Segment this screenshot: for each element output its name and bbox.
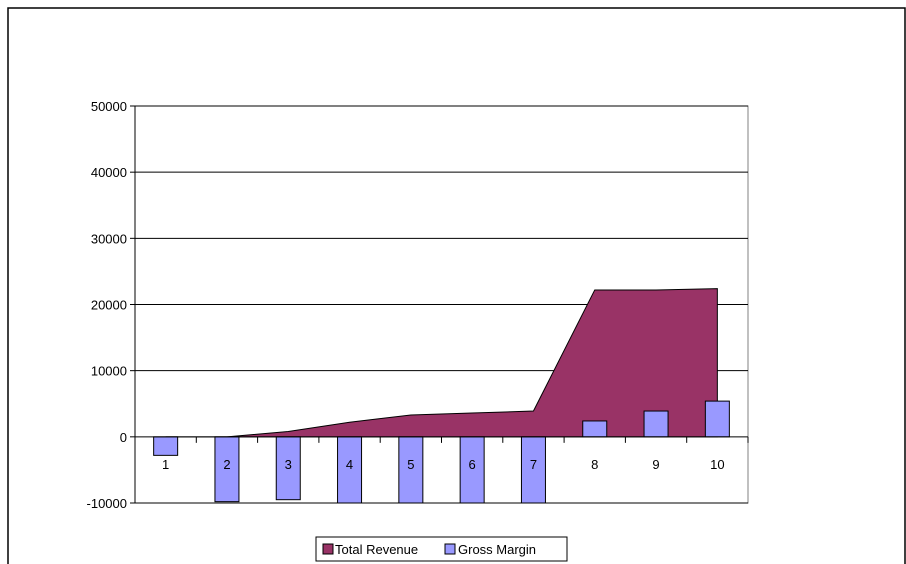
area-total-revenue [165,288,718,438]
bar-gross-margin [275,436,301,501]
legend-box [315,536,568,562]
axes [130,105,749,504]
bar-gross-margin [153,436,179,456]
x-tick-label: 5 [407,457,414,472]
legend: Total Revenue Gross Margin [315,536,568,562]
x-tick-label: 8 [591,457,598,472]
x-tick-label: 3 [285,457,292,472]
legend-label-total-revenue: Total Revenue [335,542,418,557]
x-tick-label: 1 [162,457,169,472]
x-tick-label: 10 [710,457,724,472]
y-tick-labels: 50000 40000 30000 20000 10000 0 -10000 [87,99,127,511]
legend-swatch-total-revenue [322,543,334,555]
y-tick-label: 0 [120,430,127,445]
bar-gross-margin [643,410,669,438]
legend-label-gross-margin: Gross Margin [458,542,536,557]
bar-gross-margin [704,400,730,438]
bar-gross-margin [582,420,608,438]
y-tick-label: 10000 [91,364,127,379]
x-tick-label: 7 [530,457,537,472]
bar-gross-margin [459,436,485,504]
x-tick-label: 4 [346,457,353,472]
x-tick-label: 9 [652,457,659,472]
x-tick-labels: 1 2 3 4 5 6 7 8 9 10 [162,457,725,472]
y-tick-label: 30000 [91,231,127,246]
legend-swatch-gross-margin [444,543,456,555]
total-revenue-area-layer [165,288,718,438]
x-tick-label: 2 [223,457,230,472]
y-tick-label: 50000 [91,99,127,114]
y-tick-label: -10000 [87,496,127,511]
bar-gross-margin [398,436,424,504]
bar-gross-margin [337,436,363,504]
y-tick-label: 40000 [91,165,127,180]
y-tick-label: 20000 [91,298,127,313]
x-tick-label: 6 [469,457,476,472]
